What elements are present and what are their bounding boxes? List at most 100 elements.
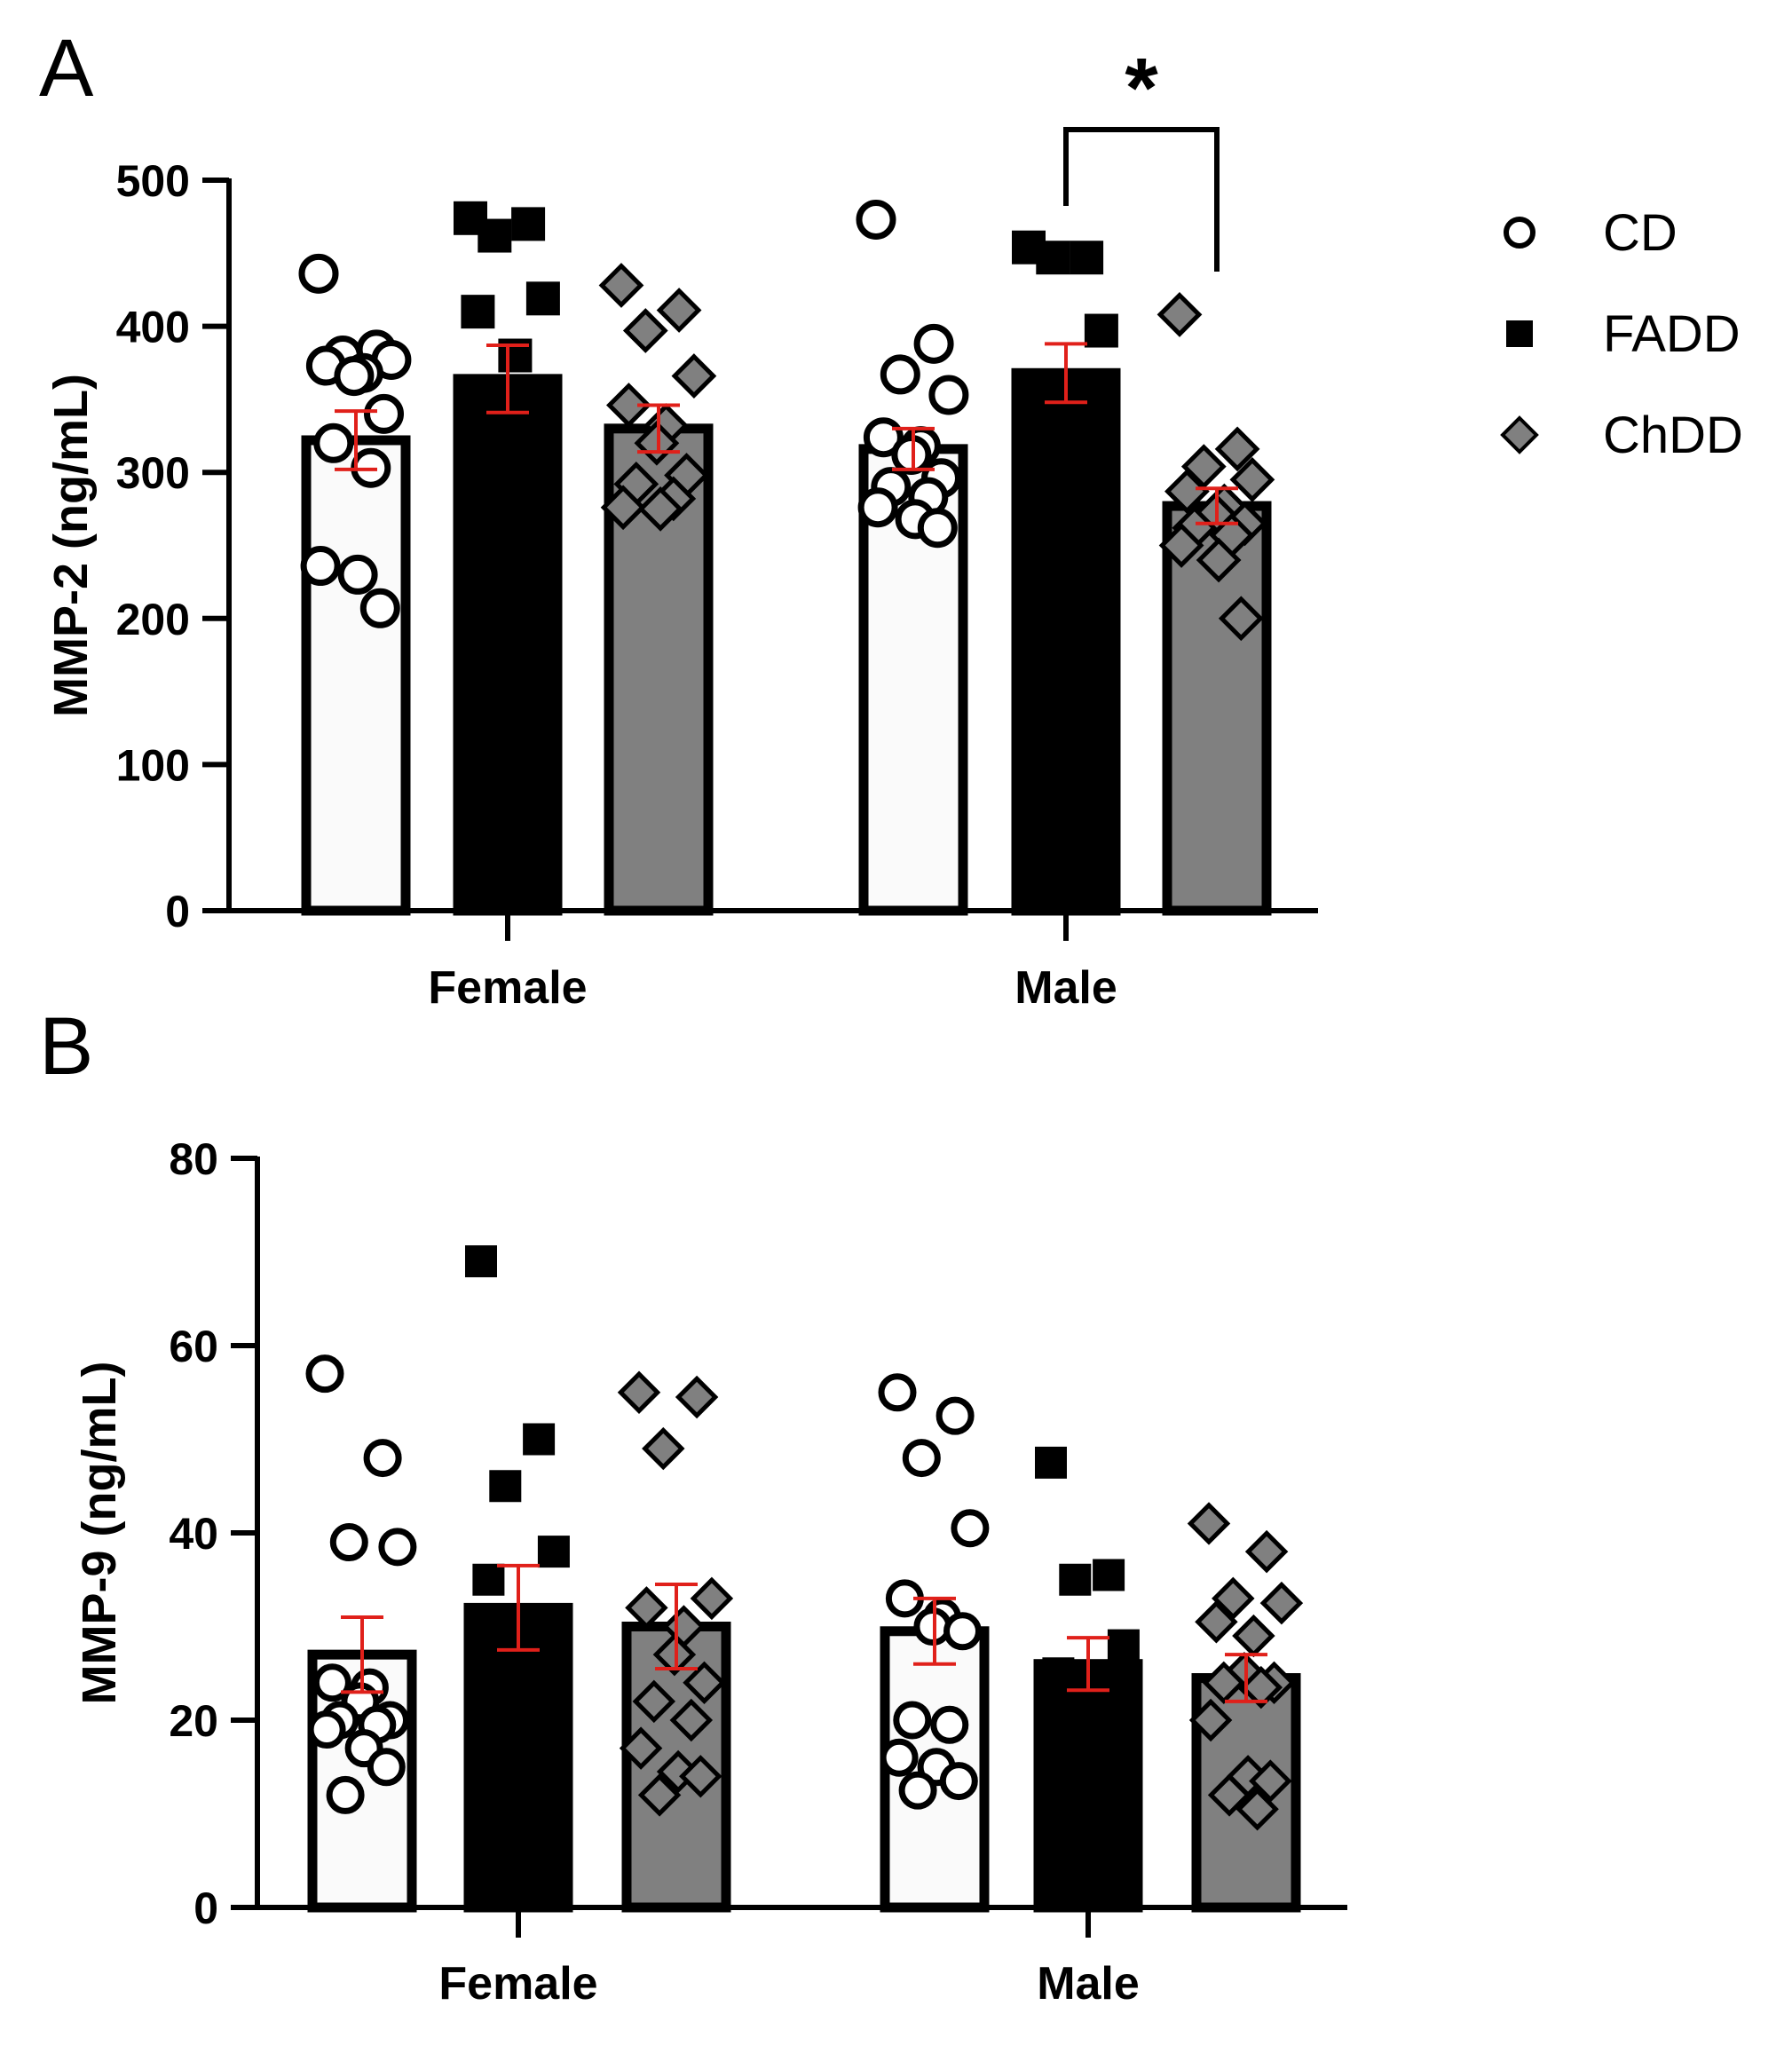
data-point bbox=[1036, 241, 1070, 275]
legend-item-fadd: FADD bbox=[1506, 305, 1741, 363]
x-category-label: Male bbox=[1037, 1958, 1140, 2010]
x-category-label: Female bbox=[428, 962, 587, 1014]
y-axis-title: MMP-2 (ng/mL) bbox=[44, 374, 98, 717]
data-point bbox=[1049, 1769, 1082, 1802]
data-point bbox=[913, 1607, 952, 1646]
data-point bbox=[530, 1639, 563, 1671]
error-bar bbox=[655, 1583, 698, 1670]
data-point bbox=[893, 1701, 932, 1740]
data-point bbox=[1107, 1629, 1140, 1662]
legend-label: FADD bbox=[1603, 305, 1741, 363]
data-point bbox=[1195, 1599, 1238, 1644]
data-point bbox=[334, 356, 375, 397]
error-bar bbox=[913, 1596, 956, 1666]
data-point bbox=[1056, 438, 1091, 472]
data-point bbox=[690, 1576, 734, 1621]
data-point bbox=[307, 1710, 346, 1749]
data-point bbox=[637, 486, 683, 532]
data-point bbox=[1196, 537, 1242, 583]
data-point bbox=[505, 509, 540, 544]
bar bbox=[301, 435, 411, 916]
data-point bbox=[857, 487, 898, 528]
data-point bbox=[1239, 1665, 1283, 1710]
data-point bbox=[1164, 469, 1210, 514]
y-tick-label: 40 bbox=[169, 1509, 218, 1559]
data-point bbox=[625, 1586, 668, 1630]
data-point bbox=[880, 354, 920, 395]
error-bar bbox=[1225, 1653, 1267, 1703]
data-point bbox=[1158, 523, 1204, 568]
data-point bbox=[1235, 1787, 1279, 1831]
data-point bbox=[902, 1439, 941, 1478]
legend-item-chdd: ChDD bbox=[1500, 407, 1743, 464]
error-bar bbox=[486, 343, 529, 415]
data-point bbox=[1244, 1529, 1289, 1574]
y-tick-label: 20 bbox=[169, 1696, 218, 1746]
data-point bbox=[617, 1370, 661, 1414]
data-point bbox=[1202, 1661, 1246, 1705]
data-point bbox=[669, 1698, 714, 1742]
error-bar bbox=[341, 1615, 383, 1694]
data-point bbox=[1212, 1576, 1255, 1621]
data-point bbox=[634, 420, 680, 466]
x-category-label: Female bbox=[438, 1958, 597, 2010]
data-point bbox=[1026, 555, 1061, 589]
data-point bbox=[455, 572, 490, 606]
legend-marker-diamond bbox=[1500, 415, 1539, 454]
data-point bbox=[305, 1354, 344, 1394]
data-point bbox=[878, 1373, 917, 1412]
data-point bbox=[652, 1632, 697, 1677]
data-point bbox=[367, 1748, 406, 1787]
y-tick-label: 0 bbox=[165, 887, 190, 936]
y-tick-label: 100 bbox=[116, 740, 190, 790]
data-point bbox=[489, 1470, 522, 1503]
panel-letter: A bbox=[39, 23, 94, 114]
error-bar bbox=[335, 409, 377, 471]
data-point bbox=[675, 1375, 719, 1419]
data-point bbox=[500, 1629, 533, 1662]
data-point bbox=[951, 1509, 990, 1548]
data-point bbox=[863, 417, 904, 458]
data-point bbox=[1084, 313, 1118, 348]
legend-marker-square bbox=[1506, 320, 1533, 347]
data-point bbox=[478, 218, 512, 253]
panel-b-chart: B 0 20 40 60 80 Female Male MMP-9 (ng/mL) bbox=[39, 1001, 1347, 2010]
data-point bbox=[312, 1663, 351, 1702]
data-point bbox=[1042, 1657, 1075, 1690]
data-point bbox=[632, 1679, 676, 1724]
data-point bbox=[600, 485, 646, 531]
data-point bbox=[939, 1762, 978, 1801]
data-point bbox=[1232, 1614, 1275, 1658]
data-point bbox=[1214, 426, 1260, 472]
data-point bbox=[504, 1760, 537, 1793]
significance-star: * bbox=[1125, 41, 1158, 136]
data-point bbox=[1093, 1559, 1125, 1591]
legend-label: CD bbox=[1603, 204, 1678, 262]
legend-marker-circle bbox=[1504, 217, 1535, 249]
data-point bbox=[619, 1726, 663, 1770]
data-point bbox=[1207, 1773, 1251, 1817]
data-point bbox=[1077, 494, 1111, 529]
data-point bbox=[313, 422, 354, 463]
data-point bbox=[917, 508, 958, 549]
data-point bbox=[935, 1396, 975, 1435]
data-point bbox=[537, 1536, 570, 1568]
data-point bbox=[898, 1771, 937, 1810]
data-point bbox=[891, 434, 932, 475]
y-tick-label: 80 bbox=[169, 1134, 218, 1184]
y-tick-label: 60 bbox=[169, 1322, 218, 1371]
data-point bbox=[642, 1426, 685, 1471]
data-point bbox=[523, 1423, 556, 1456]
data-point bbox=[1188, 1698, 1233, 1742]
data-point bbox=[525, 281, 560, 316]
data-point bbox=[329, 1523, 368, 1562]
error-bar bbox=[637, 403, 680, 454]
data-point bbox=[511, 207, 546, 241]
data-point bbox=[913, 323, 954, 364]
significance-bracket bbox=[1063, 127, 1220, 272]
error-bar bbox=[1067, 1636, 1109, 1693]
bar bbox=[1162, 501, 1272, 916]
data-point bbox=[1100, 1760, 1133, 1793]
data-point bbox=[1249, 1759, 1292, 1803]
